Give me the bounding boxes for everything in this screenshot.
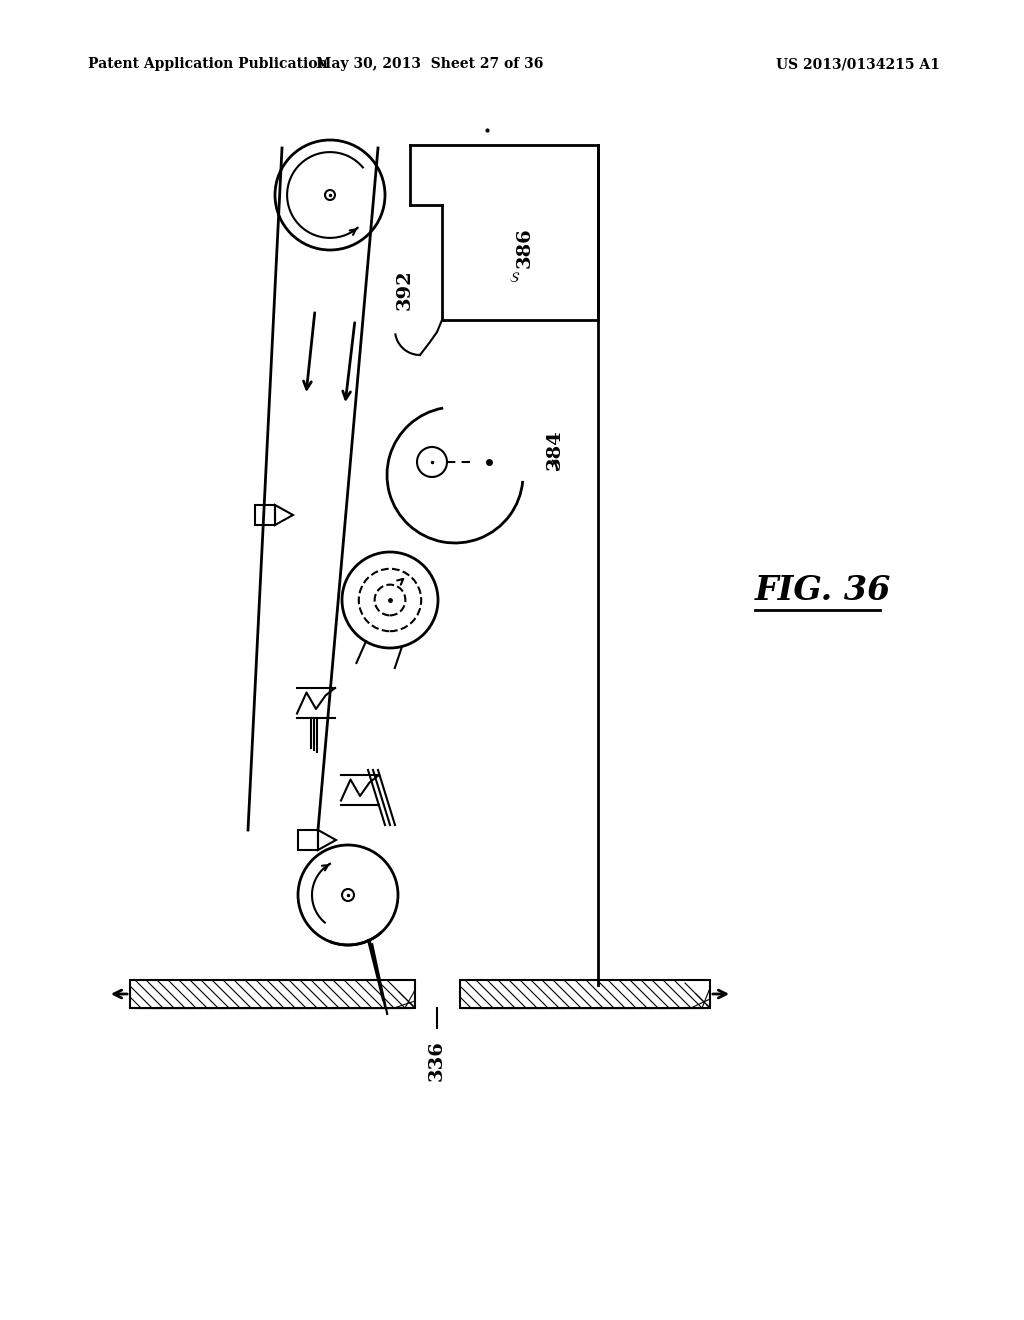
- Text: US 2013/0134215 A1: US 2013/0134215 A1: [776, 57, 940, 71]
- Bar: [298, 830, 318, 850]
- Bar: [460, 979, 710, 1008]
- Text: $\mathcal{S}$: $\mathcal{S}$: [509, 271, 520, 285]
- Bar: [255, 506, 275, 525]
- Text: FIG. 36: FIG. 36: [755, 573, 891, 606]
- Text: 386: 386: [516, 227, 534, 268]
- Text: 392: 392: [396, 269, 414, 310]
- Bar: [130, 979, 415, 1008]
- Text: Patent Application Publication: Patent Application Publication: [88, 57, 328, 71]
- Text: 384: 384: [546, 430, 564, 470]
- Text: 336: 336: [428, 1040, 446, 1081]
- Text: May 30, 2013  Sheet 27 of 36: May 30, 2013 Sheet 27 of 36: [316, 57, 544, 71]
